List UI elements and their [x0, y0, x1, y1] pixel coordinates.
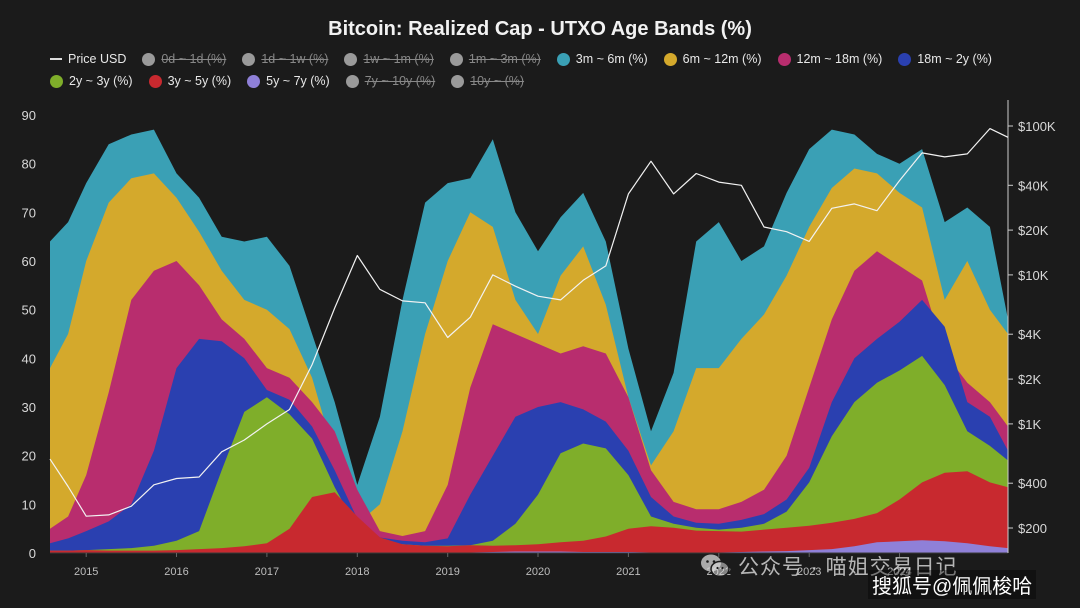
- x-tick-label: 2018: [345, 566, 369, 578]
- y2-tick-label: $10K: [1018, 268, 1049, 283]
- legend-item[interactable]: 18m ~ 2y (%): [898, 50, 992, 68]
- legend-item[interactable]: 2y ~ 3y (%): [50, 72, 133, 90]
- x-tick-label: 2016: [164, 566, 188, 578]
- legend-label: 5y ~ 7y (%): [266, 74, 330, 88]
- y-tick-label: 30: [22, 400, 36, 415]
- legend-label: 1w ~ 1m (%): [363, 52, 434, 66]
- legend-item[interactable]: 10y ~ (%): [451, 72, 524, 90]
- x-tick-label: 2023: [797, 566, 821, 578]
- legend: Price USD 0d ~ 1d (%) 1d ~ 1w (%) 1w ~ 1m (…: [50, 50, 1050, 90]
- y-tick-label: 20: [22, 449, 36, 464]
- legend-swatch: [898, 52, 912, 66]
- y-tick-label: 40: [22, 351, 36, 366]
- legend-label: 3y ~ 5y (%): [167, 74, 232, 88]
- y-tick-label: 60: [22, 254, 36, 269]
- wechat-icon: [700, 553, 730, 579]
- area-series: [50, 355, 1008, 553]
- legend-label: 3m ~ 6m (%): [575, 52, 648, 66]
- legend-label: 6m ~ 12m (%): [682, 52, 762, 66]
- legend-swatch: [451, 74, 465, 88]
- watermark-left-text: 公众号 · 喵姐交易日记: [738, 556, 958, 579]
- legend-swatch: [247, 74, 261, 88]
- legend-item[interactable]: 1m ~ 3m (%): [449, 50, 541, 68]
- x-tick-label: 2020: [526, 566, 550, 578]
- legend-label: Price USD: [68, 52, 127, 66]
- legend-item[interactable]: 5y ~ 7y (%): [247, 72, 330, 90]
- y2-tick-label: $4K: [1018, 327, 1041, 342]
- legend-swatch: [663, 52, 677, 66]
- legend-item[interactable]: 12m ~ 18m (%): [777, 50, 883, 68]
- price-line: [49, 128, 1009, 517]
- y-tick-label: 70: [22, 205, 36, 220]
- legend-item[interactable]: 6m ~ 12m (%): [663, 50, 762, 68]
- legend-item[interactable]: 3m ~ 6m (%): [556, 50, 648, 68]
- legend-swatch: [556, 52, 570, 66]
- y-tick-label: 90: [22, 108, 36, 123]
- x-tick-label: 2021: [616, 566, 640, 578]
- y2-tick-label: $400: [1018, 476, 1047, 491]
- legend-item[interactable]: 1d ~ 1w (%): [242, 50, 328, 68]
- legend-label: 18m ~ 2y (%): [917, 52, 992, 66]
- legend-item[interactable]: Price USD: [50, 50, 126, 68]
- legend-label: 0d ~ 1d (%): [161, 52, 227, 66]
- legend-item[interactable]: 7y ~ 10y (%): [345, 72, 436, 90]
- y-tick-label: 80: [22, 157, 36, 172]
- area-series-group: [50, 129, 1008, 554]
- legend-label: 1d ~ 1w (%): [261, 52, 329, 66]
- legend-label: 7y ~ 10y (%): [364, 74, 436, 88]
- legend-swatch: [344, 52, 358, 66]
- y-axis-ticks: 0 10 20 30 40 50 60 70 80 90: [22, 108, 36, 561]
- chart-title: Bitcoin: Realized Cap - UTXO Age Bands (…: [328, 18, 752, 40]
- y2-tick-label: $200: [1018, 521, 1047, 536]
- y2-tick-label: $2K: [1018, 372, 1041, 387]
- legend-swatch: [142, 52, 156, 66]
- y-tick-label: 50: [22, 303, 36, 318]
- y-tick-label: 0: [29, 546, 36, 561]
- y2-tick-label: $20K: [1018, 223, 1049, 238]
- legend-line-marker: [50, 58, 62, 60]
- legend-item[interactable]: 3y ~ 5y (%): [148, 72, 232, 90]
- area-series: [50, 540, 1008, 553]
- legend-label: 10y ~ (%): [470, 74, 525, 88]
- x-tick-label: 2024: [887, 566, 911, 578]
- legend-swatch: [449, 52, 463, 66]
- legend-swatch: [777, 52, 791, 66]
- watermark-sohu: 搜狐号@佩佩梭哈: [868, 570, 1037, 599]
- legend-item[interactable]: 0d ~ 1d (%): [142, 50, 226, 68]
- x-tick-label: 2017: [255, 566, 279, 578]
- y-tick-label: 10: [22, 497, 36, 512]
- x-tick-label: 2019: [435, 566, 459, 578]
- legend-label: 1m ~ 3m (%): [468, 52, 541, 66]
- y2-tick-label: $100K: [1018, 119, 1056, 134]
- legend-swatch: [148, 74, 162, 88]
- y2-tick-label: $40K: [1018, 178, 1049, 193]
- legend-label: 2y ~ 3y (%): [69, 74, 133, 88]
- legend-label: 12m ~ 18m (%): [796, 52, 883, 66]
- price-line-group: [49, 128, 1009, 517]
- legend-item[interactable]: 1w ~ 1m (%): [344, 50, 434, 68]
- legend-swatch: [345, 74, 359, 88]
- x-tick-label: 2015: [74, 566, 98, 578]
- area-series: [50, 471, 1008, 553]
- y2-tick-label: $1K: [1018, 417, 1041, 432]
- legend-swatch: [242, 52, 256, 66]
- y2-axis-ticks: $200 $400 $1K $2K $4K $10K $20K $40K $100K: [1008, 119, 1056, 536]
- watermark-wechat: 公众号 · 喵姐交易日记: [700, 551, 958, 581]
- legend-swatch: [50, 74, 63, 88]
